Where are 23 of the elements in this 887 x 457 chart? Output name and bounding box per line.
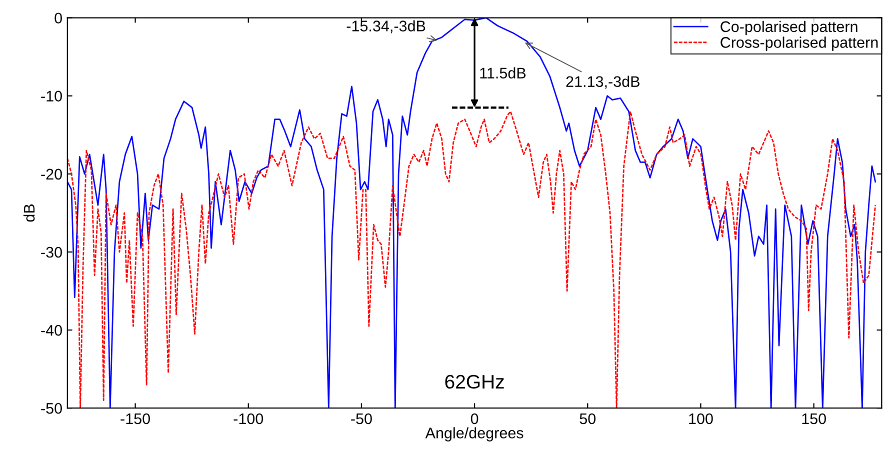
y-tick-label: -10 xyxy=(41,90,62,102)
x-tick-label: 100 xyxy=(689,413,713,424)
x-tick-label: -150 xyxy=(120,413,150,424)
x-axis-title: Angle/degrees xyxy=(425,427,524,442)
annotation: -15.34,-3dB xyxy=(346,20,426,34)
annotation: 21.13,-3dB xyxy=(566,76,640,89)
x-tick-label: -100 xyxy=(234,413,264,424)
y-axis-title: dB xyxy=(23,204,35,222)
x-tick-label: -50 xyxy=(351,413,372,424)
line-series xyxy=(67,18,876,408)
line-series xyxy=(67,110,876,408)
legend-label: Cross-polarised pattern xyxy=(720,36,878,51)
y-tick-label: -40 xyxy=(41,324,62,336)
x-tick-label: 0 xyxy=(470,413,478,424)
legend-label: Co-polarised pattern xyxy=(720,20,858,36)
x-tick-label: 150 xyxy=(802,413,826,424)
y-tick-label: -20 xyxy=(41,168,62,180)
y-tick-label: 0 xyxy=(54,12,62,24)
annotation: 11.5dB xyxy=(480,67,526,79)
annotation: 62GHz xyxy=(445,374,504,389)
x-tick-label: 50 xyxy=(580,413,596,424)
y-tick-label: -50 xyxy=(41,402,62,414)
y-tick-label: -30 xyxy=(41,246,62,258)
